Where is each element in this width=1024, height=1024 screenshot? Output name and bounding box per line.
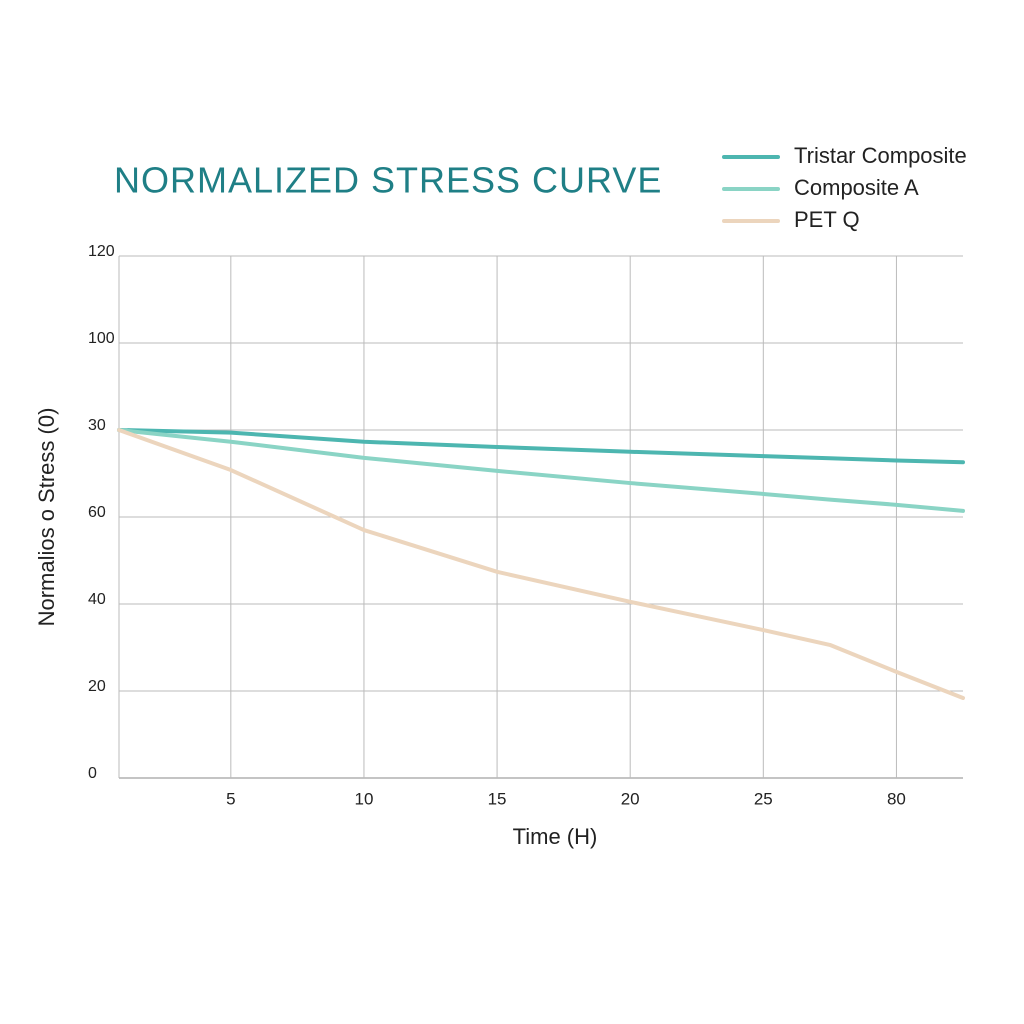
x-tick-label: 5 bbox=[226, 789, 235, 808]
series-line bbox=[117, 428, 965, 513]
x-tick-label: 10 bbox=[354, 789, 373, 808]
y-tick-label: 20 bbox=[88, 678, 106, 695]
x-axis-label: Time (H) bbox=[513, 824, 598, 849]
legend-label: PET Q bbox=[794, 207, 860, 232]
x-tick-label: 80 bbox=[887, 789, 906, 808]
series-line bbox=[117, 428, 965, 465]
chart-title: NORMALIZED STRESS CURVE bbox=[114, 160, 662, 201]
legend-label: Composite A bbox=[794, 175, 919, 200]
y-tick-label: 60 bbox=[88, 504, 106, 521]
legend-label: Tristar Composite bbox=[794, 143, 967, 168]
y-axis-label: Normalios o Stress (0) bbox=[34, 408, 59, 627]
y-tick-label: 30 bbox=[88, 417, 106, 434]
y-tick-label: 0 bbox=[88, 765, 97, 782]
x-tick-label: 15 bbox=[488, 789, 507, 808]
y-tick-label: 120 bbox=[88, 243, 115, 260]
y-tick-label: 100 bbox=[88, 330, 115, 347]
x-tick-label: 25 bbox=[754, 789, 773, 808]
series-line bbox=[117, 428, 965, 700]
x-tick-label: 20 bbox=[621, 789, 640, 808]
y-tick-label: 40 bbox=[88, 591, 106, 608]
